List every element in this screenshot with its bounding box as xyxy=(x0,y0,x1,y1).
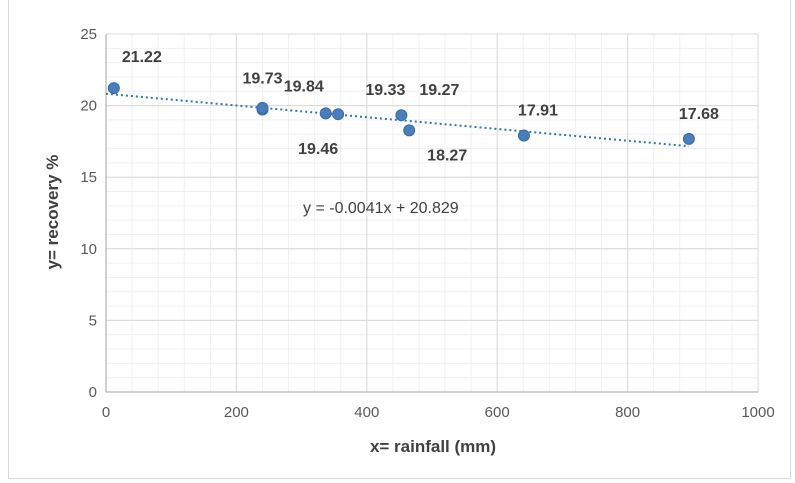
data-point xyxy=(517,129,530,142)
x-tick-label: 800 xyxy=(615,404,640,421)
data-labels: 21.22 19.73 19.84 19.46 19.33 18.27 17.91 17.68… xyxy=(122,49,719,164)
data-label: 19.46 xyxy=(298,141,338,158)
x-axis-title: x= rainfall (mm) xyxy=(370,437,496,456)
data-label: 19.33 xyxy=(365,82,405,99)
data-label: 21.22 xyxy=(122,49,162,66)
x-tick-label: 0 xyxy=(102,404,110,421)
x-tick-label: 400 xyxy=(354,404,379,421)
y-axis-title: y= recovery % xyxy=(43,155,62,270)
data-label: 19.84 xyxy=(284,78,324,95)
data-point xyxy=(319,107,332,120)
data-label: 18.27 xyxy=(427,147,467,164)
y-tick-label: 25 xyxy=(80,26,97,43)
data-point xyxy=(332,108,345,121)
y-tick-label: 20 xyxy=(80,98,97,115)
data-label: 17.68 xyxy=(679,106,719,123)
data-point xyxy=(395,109,408,122)
data-label: 17.91 xyxy=(518,103,558,120)
y-tick-label: 15 xyxy=(80,169,97,186)
y-tick-label: 0 xyxy=(89,384,97,401)
data-point xyxy=(682,132,695,145)
y-tick-label: 5 xyxy=(89,312,97,329)
data-label: 19.73 xyxy=(242,70,282,87)
y-tick-label: 10 xyxy=(80,241,97,258)
x-tick-labels: 0 200 400 600 800 1000 xyxy=(102,404,775,421)
data-label: 19.27 xyxy=(419,82,459,99)
y-tick-labels: 0 5 10 15 20 25 xyxy=(80,26,97,401)
x-tick-label: 200 xyxy=(224,404,249,421)
x-tick-label: 1000 xyxy=(741,404,774,421)
chart-frame xyxy=(8,0,791,479)
axes xyxy=(105,34,758,393)
x-tick-label: 600 xyxy=(485,404,510,421)
trendline-equation: y = -0.0041x + 20.829 xyxy=(303,200,459,217)
data-point xyxy=(256,101,269,114)
data-points xyxy=(107,82,695,145)
data-point xyxy=(403,124,416,137)
data-point xyxy=(107,82,120,95)
